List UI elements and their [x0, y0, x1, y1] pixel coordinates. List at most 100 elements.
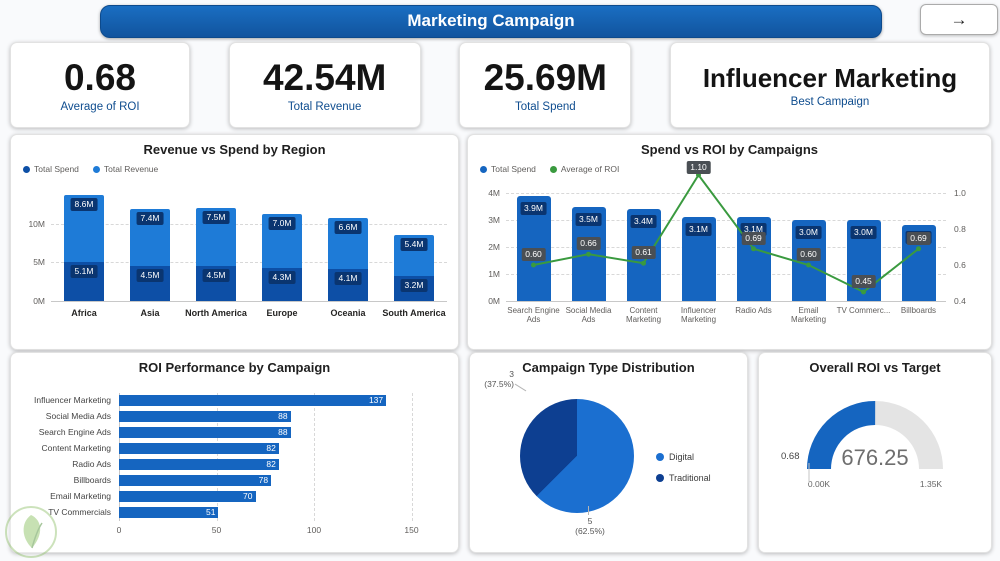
roi-line-marker	[751, 246, 756, 252]
bar-roi[interactable]	[119, 427, 291, 438]
pie-callout-value: 5	[587, 516, 593, 526]
revenue-vs-spend-by-region-chart: Revenue vs Spend by Region Total Spend To…	[10, 134, 459, 350]
y-axis-left-tick: 2M	[488, 242, 500, 252]
y-axis-right-tick: 1.0	[954, 188, 966, 198]
gridline	[51, 301, 447, 302]
kpi-value-average-roi: 0.68	[63, 56, 136, 98]
legend-dot	[23, 165, 30, 173]
gridline	[506, 301, 946, 302]
pie-chart[interactable]	[520, 399, 634, 513]
chart-title: Spend vs ROI by Campaigns	[641, 142, 818, 157]
kpi-label-average-roi: Average of ROI	[60, 100, 140, 113]
chart-plot-area: 3 (37.5%) 5 (62.5%) Digital Traditional	[470, 353, 747, 552]
next-page-button[interactable]: →	[920, 4, 998, 35]
data-label-roi: 0.66	[576, 237, 601, 251]
data-label-roi: 0.60	[796, 248, 821, 261]
x-axis-label: Content Marketing	[625, 306, 662, 324]
bar-roi[interactable]	[119, 395, 387, 406]
bar-roi[interactable]	[119, 491, 256, 502]
y-axis-label: Content Marketing	[41, 443, 111, 453]
gauge-value: 676.25	[841, 445, 908, 470]
legend-label: Total Spend	[34, 164, 79, 174]
watermark-logo	[5, 506, 57, 558]
bar-roi[interactable]	[119, 443, 279, 454]
data-label-spend: 5.1M	[70, 264, 98, 278]
arrow-right-icon: →	[950, 9, 968, 29]
data-label-roi: 1.10	[686, 161, 711, 174]
roi-line-marker	[586, 251, 591, 257]
spend-vs-roi-by-campaigns-chart: Spend vs ROI by Campaigns Total Spend Ave…	[467, 134, 992, 350]
kpi-row: 0.68 Average of ROI 42.54M Total Revenue…	[10, 42, 990, 128]
x-axis-label: Africa	[71, 308, 97, 318]
legend-item[interactable]: Traditional	[656, 472, 742, 484]
legend-item[interactable]: Total Revenue	[92, 164, 159, 174]
data-label-revenue: 7.5M	[202, 211, 230, 225]
x-axis-label: Europe	[266, 308, 298, 318]
y-axis-label: Influencer Marketing	[33, 395, 111, 405]
chart-plot-area: 4M 3M 2M 1M 0M 1.0 0.8 0.6 0.4 3.9M Search Engine …	[478, 161, 981, 324]
x-axis-label: North America	[185, 308, 247, 318]
legend-dot	[480, 165, 487, 173]
y-axis-tick: 10M	[28, 218, 45, 229]
legend-item[interactable]: Total Spend	[23, 164, 79, 174]
kpi-value-best-campaign: Influencer Marketing	[702, 62, 958, 93]
roi-performance-by-campaign-chart: ROI Performance by Campaign 0 50 100 150 Inf…	[10, 352, 459, 553]
y-axis-tick: 0M	[33, 296, 45, 306]
data-label-spend: 3.0M	[850, 226, 877, 239]
x-axis-label: Asia	[140, 308, 160, 318]
data-label-roi-value: 137	[368, 395, 384, 405]
legend-label: Digital	[669, 452, 695, 462]
data-label-roi-value: 82	[266, 459, 276, 469]
legend-dot	[549, 165, 557, 173]
gridline	[314, 393, 315, 521]
x-axis-label: Influencer Marketing	[680, 306, 717, 324]
legend-item[interactable]: Average of ROI	[549, 164, 619, 174]
data-label-roi-value: 78	[258, 475, 269, 485]
y-axis-left-tick: 4M	[488, 188, 500, 198]
x-axis-label: Radio Ads	[735, 306, 772, 315]
data-label-roi: 0.69	[906, 231, 931, 245]
bar-roi[interactable]	[119, 411, 291, 422]
y-axis-label: Email Marketing	[50, 491, 111, 501]
y-axis-label: Social Media Ads	[45, 411, 111, 421]
gridline	[506, 247, 946, 248]
x-axis-label: Oceania	[330, 308, 366, 318]
data-label-revenue: 6.6M	[334, 221, 362, 235]
legend-label: Total Spend	[491, 164, 536, 174]
y-axis-left-tick: 0M	[488, 296, 500, 306]
x-axis-label: South America	[382, 308, 446, 318]
legend-label: Total Revenue	[103, 164, 159, 174]
report-title: Marketing Campaign	[407, 11, 575, 30]
x-axis-label: Email Marketing	[790, 306, 827, 324]
chart-legend: Total Spend Total Revenue	[23, 164, 158, 174]
campaign-type-distribution-chart: Campaign Type Distribution 3 (37.5%) 5 (62.…	[469, 352, 748, 553]
x-axis-label: Social Media Ads	[565, 306, 612, 324]
kpi-card-best-campaign: Influencer Marketing Best Campaign	[669, 42, 990, 128]
y-axis-right-tick: 0.6	[954, 260, 966, 270]
data-label-roi-value: 70	[243, 491, 253, 501]
pie-callout-pct: (37.5%)	[484, 379, 514, 389]
legend-item[interactable]: Digital	[656, 451, 742, 463]
gridline	[506, 193, 946, 194]
gridline	[51, 262, 447, 264]
data-label-spend: 3.2M	[400, 279, 428, 293]
kpi-card-total-spend: 25.69M Total Spend	[459, 42, 632, 128]
chart-legend: Total Spend Average of ROI	[480, 164, 619, 174]
legend-item[interactable]: Total Spend	[480, 164, 536, 174]
roi-line-marker	[641, 260, 646, 266]
pie-callout-pct: (62.5%)	[575, 526, 605, 536]
gridline	[216, 393, 218, 521]
gridline	[119, 393, 120, 521]
report-title-bar: Marketing Campaign	[100, 5, 882, 38]
y-axis-right-tick: 0.4	[954, 296, 966, 306]
bar-roi[interactable]	[119, 507, 219, 518]
bar-roi[interactable]	[119, 475, 272, 486]
y-axis-label: Billboards	[73, 475, 111, 485]
bar-roi[interactable]	[119, 459, 279, 470]
y-axis-tick: 5M	[33, 257, 45, 268]
legend-dot	[92, 165, 100, 173]
gauge-chart: 676.25 0.00K 1.35K 0.68	[781, 400, 943, 489]
x-axis-tick: 50	[211, 525, 222, 535]
chart-title: Campaign Type Distribution	[522, 360, 695, 375]
